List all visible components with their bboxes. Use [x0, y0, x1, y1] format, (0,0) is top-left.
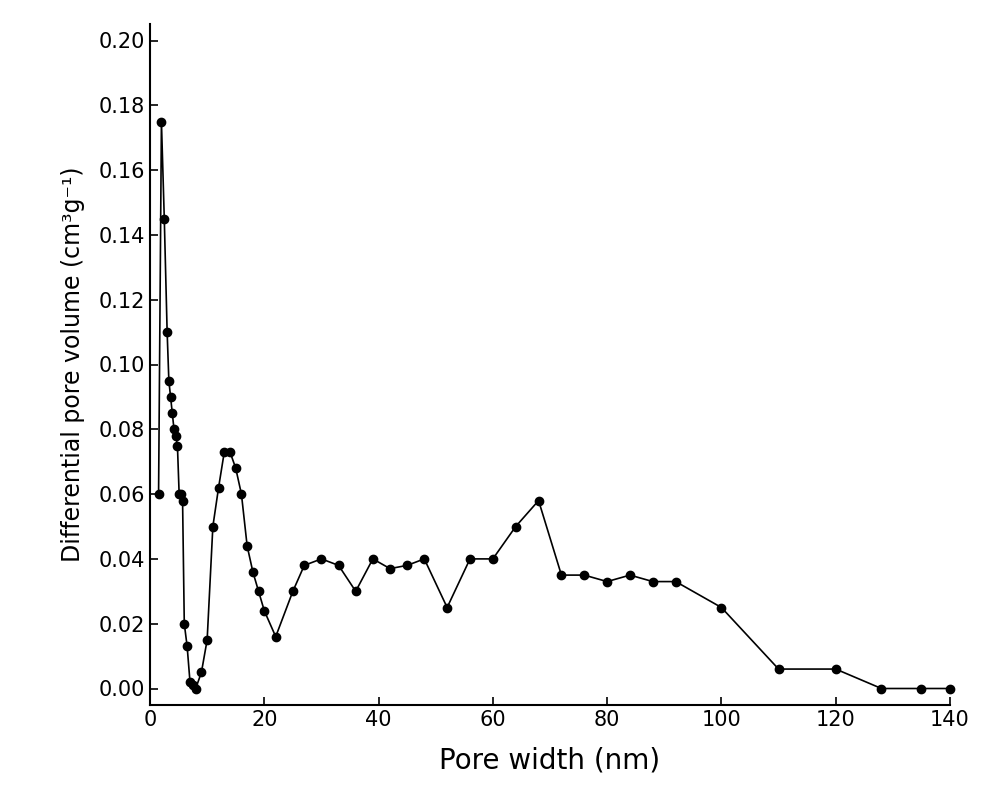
X-axis label: Pore width (nm): Pore width (nm) — [439, 746, 661, 774]
Y-axis label: Differential pore volume (cm³g⁻¹): Differential pore volume (cm³g⁻¹) — [61, 167, 85, 562]
